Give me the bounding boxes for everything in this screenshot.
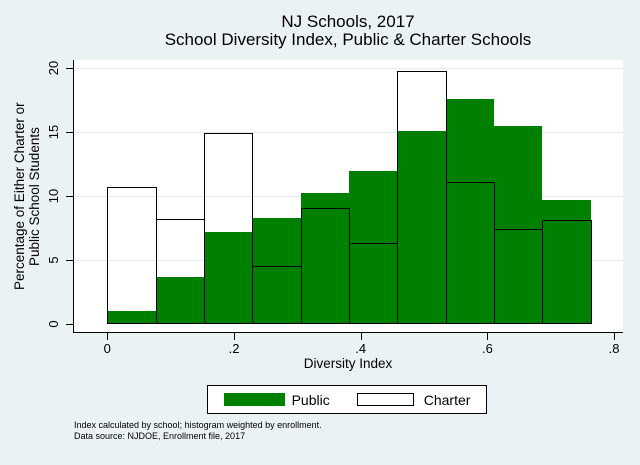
bar-charter-8: [494, 229, 544, 324]
footnotes: Index calculated by school; histogram we…: [74, 420, 322, 442]
bar-public-5: [349, 170, 398, 324]
bar-charter-7: [445, 182, 495, 324]
gridline-y15: [74, 132, 623, 134]
bar-public-6: [397, 130, 446, 324]
chart-title-line1: NJ Schools, 2017: [281, 12, 415, 31]
legend-label-public: Public: [291, 391, 330, 408]
chart-title-line2: School Diversity Index, Public & Charter…: [164, 30, 532, 49]
y-axis-title-line1: Percentage of Either Charter or: [12, 102, 27, 291]
x-tick-.2: [234, 333, 235, 340]
bar-public-8: [494, 125, 543, 324]
bar-public-3: [252, 217, 301, 324]
x-tick-label-.6: .6: [481, 341, 493, 356]
plot-area: [73, 60, 623, 333]
y-tick-label-10: 10: [46, 188, 61, 204]
y-tick-label-5: 5: [46, 256, 61, 264]
x-tick-.4: [360, 333, 362, 340]
x-tick-0: [107, 333, 109, 340]
x-tick-label-0: 0: [103, 341, 111, 356]
y-tick-0: [66, 323, 73, 325]
bar-public-0: [107, 310, 156, 324]
bar-public-4: [300, 193, 349, 324]
y-tick-label-0: 0: [46, 320, 61, 328]
bar-charter-3: [252, 266, 302, 324]
x-tick-.6: [487, 333, 489, 340]
bar-charter-9: [542, 220, 592, 324]
bar-public-2: [204, 231, 253, 324]
x-tick-label-.4: .4: [355, 341, 367, 356]
legend-label-charter: Charter: [423, 391, 471, 408]
bar-charter-6: [397, 70, 447, 324]
bar-charter-5: [349, 243, 399, 324]
legend: Public Charter: [207, 385, 487, 414]
gridline-y20: [74, 68, 623, 70]
y-tick-label-20: 20: [46, 61, 61, 76]
bar-public-7: [445, 98, 494, 324]
y-tick-label-15: 15: [46, 124, 61, 140]
y-axis-title-line2: Public School Students: [27, 127, 42, 266]
bar-charter-4: [300, 207, 350, 324]
x-tick-label-.2: .2: [228, 341, 240, 356]
chart-title: NJ Schools, 2017 School Diversity Index,…: [73, 13, 623, 49]
x-tick-label-.8: .8: [608, 341, 620, 356]
bar-charter-1: [155, 219, 205, 324]
x-tick-.8: [614, 333, 616, 340]
legend-swatch-charter: [356, 393, 414, 406]
footnote-line2: Data source: NJDOE, Enrollment file, 201…: [74, 431, 246, 441]
footnote-line1: Index calculated by school; histogram we…: [74, 420, 322, 430]
bar-charter-2: [204, 133, 254, 324]
bar-charter-0: [107, 187, 157, 324]
y-tick-15: [66, 132, 73, 134]
y-tick-10: [66, 196, 73, 197]
y-axis-title: Percentage of Either Charter or Public S…: [12, 60, 42, 333]
legend-swatch-public: [223, 393, 285, 406]
y-tick-5: [66, 259, 73, 261]
y-tick-20: [66, 68, 73, 70]
x-axis-title: Diversity Index: [303, 356, 393, 371]
bar-public-1: [155, 276, 204, 324]
